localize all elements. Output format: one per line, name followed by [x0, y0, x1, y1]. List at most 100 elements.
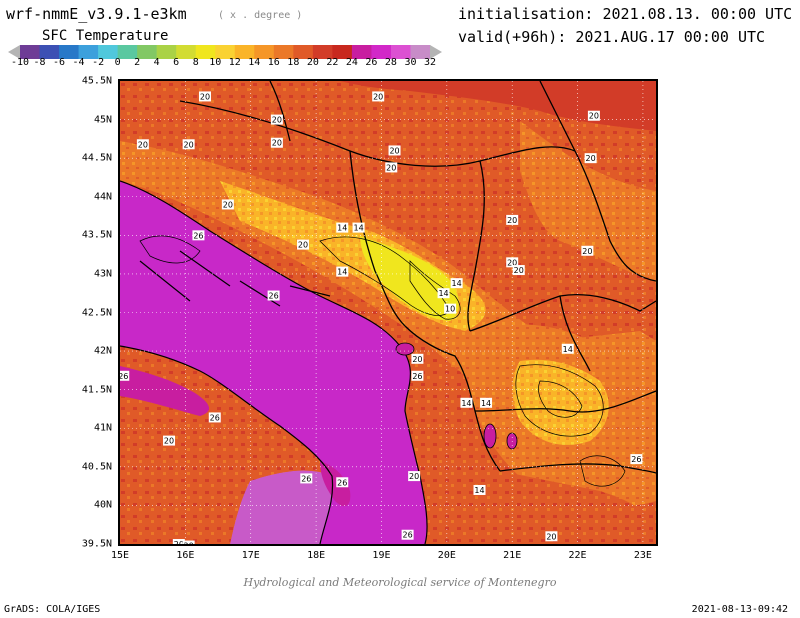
colorbar-label: 24	[345, 57, 358, 68]
contour-value-label: 20	[221, 199, 234, 210]
contour-label-box	[172, 539, 185, 544]
contour-value-label: 20	[372, 91, 385, 102]
contour-label-box	[561, 343, 574, 354]
credit-line: Hydrological and Meteorological service …	[243, 576, 557, 589]
colorbar-label: 26	[365, 57, 378, 68]
contour-label-text: 20	[184, 542, 194, 544]
contour-label-box	[336, 477, 349, 488]
contour-label-box	[444, 303, 457, 314]
contour-value-label: 26	[208, 412, 221, 423]
contour-label-text: 26	[412, 372, 422, 381]
contour-label-box	[411, 353, 424, 364]
contour-value-label: 20	[506, 214, 519, 225]
contour-label-text: 20	[373, 92, 383, 101]
colorbar-swatch	[234, 45, 255, 59]
contour-label-box	[182, 540, 195, 544]
latitude-label: 40N	[93, 499, 112, 511]
valid-time: valid(+96h): 2021.AUG.17 00:00 UTC	[458, 28, 766, 46]
contour-label-box	[120, 370, 130, 381]
contour-label-box	[221, 199, 234, 210]
contour-label-box	[182, 139, 195, 150]
contour-label-text: 20	[389, 146, 399, 155]
colorbar-label: 30	[404, 57, 417, 68]
colorbar-swatch	[39, 45, 60, 59]
colorbar-label: 4	[153, 57, 160, 68]
colorbar-label: -4	[72, 57, 85, 68]
contour-label-text: 20	[184, 140, 194, 149]
contour-label-text: 20	[200, 92, 210, 101]
colorbar-swatch	[176, 45, 197, 59]
colorbar-swatch	[312, 45, 333, 59]
colorbar-label: 16	[267, 57, 280, 68]
contour-value-label: 20	[408, 471, 421, 482]
grads-credit: GrADS: COLA/IGES	[4, 604, 101, 615]
colorbar-label: -10	[10, 57, 30, 68]
contour-label-text: 26	[337, 478, 347, 487]
contour-value-label: 20	[270, 137, 283, 148]
colorbar-swatch	[156, 45, 177, 59]
contour-label-box	[473, 484, 486, 495]
contour-label-box	[584, 153, 597, 164]
latitude-label: 39.5N	[81, 538, 112, 550]
render-timestamp: 2021-08-13-09:42	[691, 604, 788, 615]
contour-label-text: 20	[507, 258, 517, 267]
longitude-label: 16E	[176, 550, 195, 561]
colorbar-label: 20	[306, 57, 319, 68]
contour-label-box	[408, 471, 421, 482]
contour-value-label: 20	[182, 540, 195, 544]
contour-label-text: 26	[269, 292, 279, 301]
contour-label-text: 14	[563, 345, 573, 354]
latitude-label: 42.5N	[81, 307, 112, 318]
model-units: ( x . degree )	[218, 10, 303, 21]
contour-value-label: 26	[336, 477, 349, 488]
colorbar-swatch	[195, 45, 216, 59]
contour-label-text: 14	[452, 279, 462, 288]
contour-label-text: 26	[403, 531, 413, 540]
contour-label-text: 26	[631, 455, 641, 464]
latitude-label: 44.5N	[81, 152, 112, 164]
mountain-cool-zone	[360, 236, 459, 321]
contour-label-text: 20	[386, 163, 396, 172]
contour-label-text: 20	[272, 116, 282, 125]
latitude-label: 45N	[93, 114, 112, 126]
pannonian-red	[340, 81, 656, 131]
colorbar-swatch	[410, 45, 431, 59]
contour-value-label: 26	[267, 290, 280, 301]
colorbar-label: -6	[53, 57, 66, 68]
contour-label-text: 20	[412, 355, 422, 364]
contour-label-box	[385, 162, 398, 173]
colorbar-swatch	[371, 45, 392, 59]
contour-value-label: 20	[182, 139, 195, 150]
contour-label-box	[630, 454, 643, 465]
contour-label-text: 26	[193, 231, 203, 240]
contour-label-box	[208, 412, 221, 423]
lake-ohrid	[483, 423, 497, 449]
contour-label-text: 20	[138, 140, 148, 149]
latitude-label: 42N	[93, 345, 112, 357]
contour-value-label: 20	[297, 239, 310, 250]
contour-label-box	[192, 230, 205, 241]
contour-value-label: 14	[460, 397, 473, 408]
contour-label-text: 20	[298, 241, 308, 250]
contour-label-box	[300, 473, 313, 484]
italy-magenta-coast	[120, 366, 210, 416]
contour-label-text: 10	[445, 305, 455, 314]
longitude-label: 17E	[241, 550, 260, 561]
longitude-label: 19E	[372, 550, 391, 561]
colorbar-swatch	[78, 45, 99, 59]
contour-label-text: 20	[582, 247, 592, 256]
colorbar-label: 0	[114, 57, 121, 68]
latitude-label: 40.5N	[81, 461, 112, 473]
contour-label-text: 20	[223, 200, 233, 209]
contour-value-label: 20	[584, 153, 597, 164]
contour-label-box	[336, 222, 349, 233]
colorbar-label: 18	[287, 57, 300, 68]
contour-value-label: 20	[136, 139, 149, 150]
colorbar-swatch	[215, 45, 236, 59]
colorbar-label: 10	[209, 57, 222, 68]
model-name: wrf-nmmE_v3.9.1-e3km	[6, 5, 187, 23]
contour-value-label: 10	[444, 303, 457, 314]
colorbar-label: 12	[228, 57, 241, 68]
latitude-label: 41N	[93, 422, 112, 434]
colorbar-swatch	[293, 45, 314, 59]
